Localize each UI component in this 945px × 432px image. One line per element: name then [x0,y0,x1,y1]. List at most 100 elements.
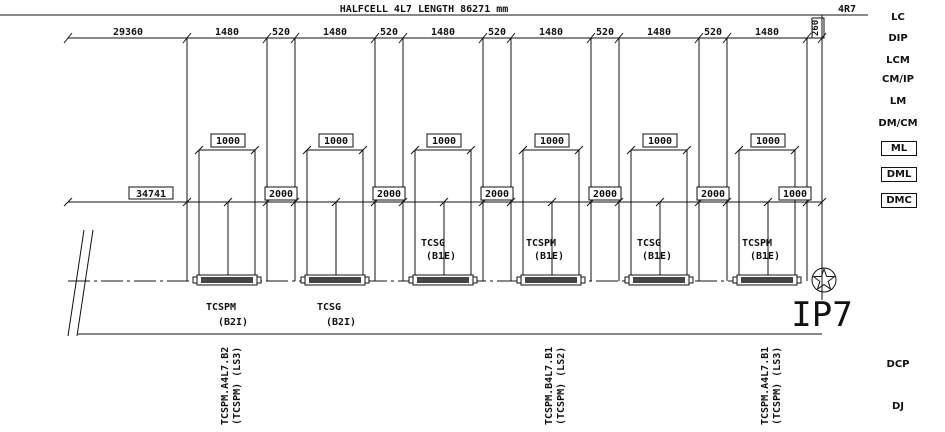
inner-dim-tick [574,145,584,155]
upper-magnet-sub: (B1E) [750,251,780,262]
ip-label: IP7 [791,295,852,335]
top-dim-tick [398,32,408,44]
vertical-label-line1: TCSPM.A4L7.B2 [220,347,231,425]
inner-dim-tick [734,145,744,155]
top-dim-tick [182,32,192,44]
top-dim-tick [290,32,300,44]
inner-dim-tick [466,145,476,155]
spacer-dim-label: 1000 [783,189,807,200]
magnet-end-left [192,276,198,284]
top-dim-tick [506,32,516,44]
mid-dim-tick [182,197,192,207]
top-dim-label: 520 [488,27,506,38]
right-label-lm: LM [889,96,907,107]
magnet-end-right [256,276,262,284]
vertical-label-line1: TCSPM.A4L7.B1 [760,347,771,425]
center-tick [547,197,557,207]
magnet-end-left [624,276,630,284]
magnet-core [525,277,577,283]
vertical-label-line2: (TCSPM) (LS3) [772,347,783,425]
center-tick [223,197,233,207]
module-dim-label: 1000 [648,136,672,147]
magnet-end-left [300,276,306,284]
upper-magnet-sub: (B1E) [642,251,672,262]
magnet-core [417,277,469,283]
vertical-label: TCSPM.A4L7.B1 (TCSPM) (LS3) [760,347,783,425]
spacer-dim-box [696,186,730,201]
vertical-label: TCSPM.A4L7.B2 (TCSPM) (LS3) [220,347,243,425]
spacer-dim-box [264,186,298,201]
dim-260-box [811,17,825,39]
magnet-core [201,277,253,283]
spacer-dim-label: 2000 [701,189,725,200]
inner-dim-tick [682,145,692,155]
upper-magnet-name: TCSPM [742,238,772,249]
top-dim-label: 520 [272,27,290,38]
upper-magnet-sub: (B1E) [426,251,456,262]
top-dim-label: 1480 [323,27,347,38]
top-dim-tick [722,32,732,44]
center-tick [439,197,449,207]
lower-magnet-name: TCSG [317,302,341,313]
magnet-core [633,277,685,283]
vertical-label: TCSPM.B4L7.B1 (TCSPM) (LS2) [544,347,567,425]
module-dim-label: 1000 [756,136,780,147]
magnet-end-right [580,276,586,284]
top-dim-label: 1480 [539,27,563,38]
top-dim-tick [694,32,704,44]
right-label-dcp: DCP [886,359,910,370]
inner-dim-tick [358,145,368,155]
vertical-label-line2: (TCSPM) (LS2) [556,347,567,425]
upper-magnet-name: TCSPM [526,238,556,249]
right-label-dml: DML [881,167,917,182]
module-dim-label: 1000 [216,136,240,147]
magnet-end-right [688,276,694,284]
magnet-end-left [408,276,414,284]
magnet-end-right [796,276,802,284]
center-tick [331,197,341,207]
module-dim-box [210,133,246,148]
top-dim-label: 29360 [113,27,143,38]
mid-dim-tick [817,197,827,207]
lower-magnet-name: TCSPM [206,302,236,313]
upper-magnet-name: TCSG [637,238,661,249]
top-dim-label: 1480 [215,27,239,38]
center-tick [763,197,773,207]
right-label-dj: DJ [891,401,905,412]
mid-dim-tick [506,197,516,207]
top-dim-label-260: 260 [811,20,821,36]
right-label-dm-cm: DM/CM [878,118,918,129]
module-dim-box [426,133,462,148]
top-dim-label: 520 [380,27,398,38]
magnet-core [741,277,793,283]
lower-magnet-sub: (B2I) [218,317,248,328]
ip-star-icon [811,267,837,293]
top-dim-tick [370,32,380,44]
magnet-end-right [472,276,478,284]
center-tick [655,197,665,207]
right-label-dmc: DMC [881,193,917,208]
break-line-1 [67,229,85,337]
break-line-2 [76,229,94,337]
lower-magnet-sub: (B2I) [326,317,356,328]
spacer-dim-box [778,186,812,201]
module-dim-box [318,133,354,148]
inner-dim-tick [302,145,312,155]
spacer-dim-box [372,186,406,201]
top-dim-label: 520 [596,27,614,38]
top-dim-label: 1480 [647,27,671,38]
right-label-lcm: LCM [886,55,910,66]
corner-label: 4R7 [838,4,856,15]
mid-dim-tick [722,197,732,207]
spacer-dim-box [480,186,514,201]
vertical-label-line2: (TCSPM) (LS3) [232,347,243,425]
spacer-dim-label: 2000 [377,189,401,200]
magnet-end-right [364,276,370,284]
mid-left-dim-label: 34741 [136,189,166,200]
right-label-ml: ML [881,141,917,156]
inner-dim-tick [626,145,636,155]
inner-dim-tick [518,145,528,155]
drawing-title: HALFCELL 4L7 LENGTH 86271 mm [340,4,509,15]
spacer-dim-label: 2000 [269,189,293,200]
